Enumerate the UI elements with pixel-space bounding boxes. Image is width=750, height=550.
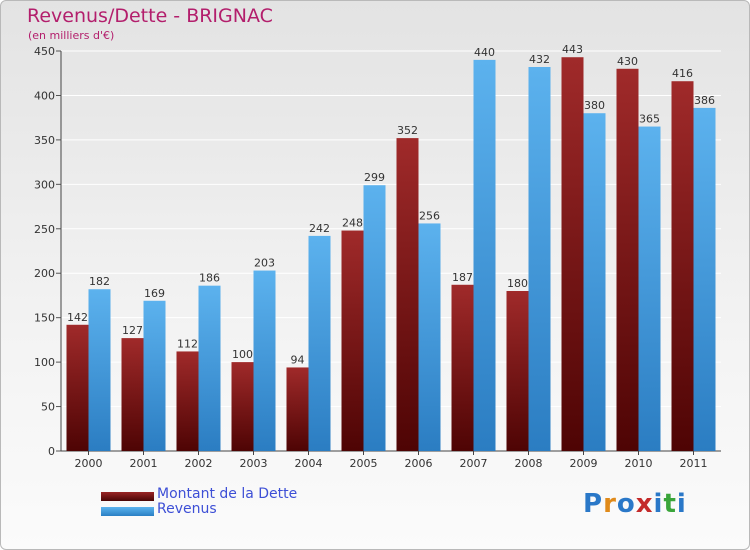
x-tick-label: 2007 — [460, 457, 488, 470]
value-label-revenus: 242 — [309, 222, 330, 235]
logo-letter: t — [663, 489, 677, 519]
value-label-revenus: 186 — [199, 272, 220, 285]
legend-label-dette: Montant de la Dette — [157, 486, 298, 502]
x-tick-label: 2000 — [75, 457, 103, 470]
value-label-dette: 187 — [452, 271, 473, 284]
value-label-revenus: 380 — [584, 99, 605, 112]
y-tick-label: 200 — [34, 267, 55, 280]
bar-dette — [451, 284, 474, 451]
bar-dette — [231, 362, 254, 451]
bar-revenus — [693, 107, 716, 451]
y-tick-label: 150 — [34, 312, 55, 325]
bar-revenus — [88, 289, 111, 451]
value-label-revenus: 182 — [89, 275, 110, 288]
bar-revenus — [583, 113, 606, 451]
proxiti-logo: Proxiti — [583, 489, 687, 519]
y-tick-label: 350 — [34, 134, 55, 147]
x-tick-label: 2005 — [350, 457, 378, 470]
x-tick-label: 2008 — [515, 457, 543, 470]
chart-title: Revenus/Dette - BRIGNAC — [27, 5, 273, 27]
value-label-revenus: 365 — [639, 113, 660, 126]
value-label-dette: 94 — [291, 353, 305, 366]
value-label-revenus: 203 — [254, 257, 275, 270]
value-label-dette: 430 — [617, 55, 638, 68]
bar-dette — [121, 338, 144, 451]
x-tick-label: 2003 — [240, 457, 268, 470]
value-label-dette: 248 — [342, 217, 363, 230]
bar-revenus — [308, 235, 331, 451]
value-label-dette: 443 — [562, 43, 583, 56]
legend-swatch-dette — [101, 492, 154, 501]
bar-dette — [506, 291, 529, 451]
x-tick-label: 2004 — [295, 457, 323, 470]
bar-revenus — [528, 67, 551, 451]
logo-letter: i — [676, 489, 687, 519]
bar-dette — [341, 230, 364, 451]
y-tick-label: 400 — [34, 89, 55, 102]
value-label-revenus: 440 — [474, 46, 495, 59]
logo-letter: o — [616, 489, 636, 519]
value-label-dette: 180 — [507, 277, 528, 290]
logo-letter: x — [635, 489, 654, 519]
bar-dette — [616, 68, 639, 452]
bar-revenus — [143, 300, 166, 451]
value-label-revenus: 256 — [419, 209, 440, 222]
y-tick-label: 100 — [34, 356, 55, 369]
x-tick-label: 2011 — [680, 457, 708, 470]
y-tick-label: 50 — [41, 401, 55, 414]
bar-dette — [671, 81, 694, 451]
y-tick-label: 450 — [34, 45, 55, 58]
value-label-dette: 112 — [177, 337, 198, 350]
legend-swatch-revenus — [101, 507, 154, 516]
bar-dette — [66, 324, 89, 451]
bar-dette — [176, 351, 199, 451]
bar-revenus — [638, 126, 661, 452]
y-tick-label: 250 — [34, 223, 55, 236]
bar-revenus — [253, 270, 276, 451]
y-tick-label: 300 — [34, 178, 55, 191]
bar-dette — [396, 138, 419, 451]
x-tick-label: 2001 — [130, 457, 158, 470]
value-label-revenus: 299 — [364, 171, 385, 184]
value-label-revenus: 386 — [694, 94, 715, 107]
chart-subtitle: (en milliers d'€) — [28, 29, 115, 42]
bar-revenus — [363, 185, 386, 451]
value-label-revenus: 169 — [144, 287, 165, 300]
logo-letter: r — [603, 489, 617, 519]
y-tick-label: 0 — [48, 445, 55, 458]
value-label-dette: 352 — [397, 124, 418, 137]
bar-revenus — [473, 59, 496, 452]
bar-dette — [286, 367, 309, 451]
legend-label-revenus: Revenus — [157, 501, 217, 517]
value-label-dette: 127 — [122, 324, 143, 337]
value-label-revenus: 432 — [529, 53, 550, 66]
logo-letter: P — [583, 489, 604, 519]
bar-dette — [561, 57, 584, 451]
x-tick-label: 2009 — [570, 457, 598, 470]
value-label-dette: 100 — [232, 348, 253, 361]
value-label-dette: 416 — [672, 67, 693, 80]
bar-revenus — [418, 223, 441, 451]
bar-revenus — [198, 285, 221, 451]
x-tick-label: 2010 — [625, 457, 653, 470]
logo-letter: i — [653, 489, 664, 519]
x-tick-label: 2002 — [185, 457, 213, 470]
value-label-dette: 142 — [67, 311, 88, 324]
x-tick-label: 2006 — [405, 457, 433, 470]
